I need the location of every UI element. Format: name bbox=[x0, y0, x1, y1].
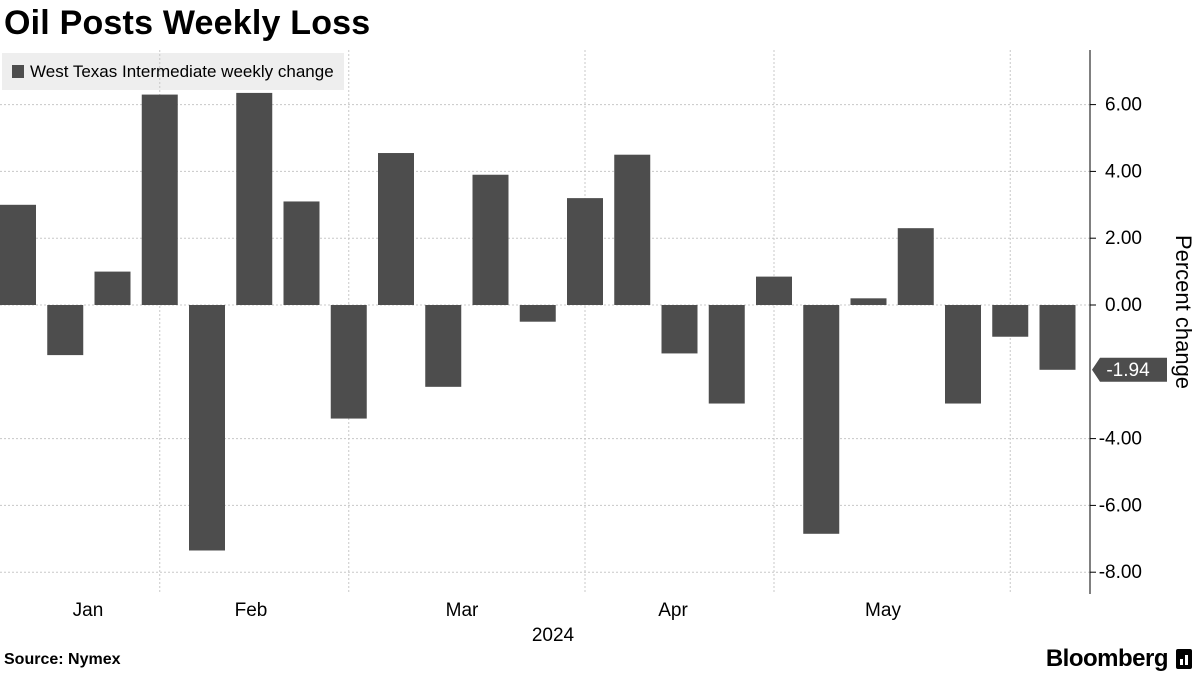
y-tick-label: -8.00 bbox=[1099, 562, 1142, 583]
brand-name: Bloomberg bbox=[1045, 645, 1169, 672]
bar bbox=[283, 201, 320, 305]
bar bbox=[661, 305, 698, 354]
bar bbox=[0, 204, 36, 305]
x-tick-label: Jan bbox=[73, 600, 104, 621]
y-tick-label: -4.00 bbox=[1099, 429, 1142, 450]
x-tick-label: Mar bbox=[446, 600, 479, 621]
bar bbox=[47, 305, 84, 356]
bar bbox=[94, 271, 131, 305]
bar bbox=[850, 298, 887, 305]
legend-swatch bbox=[12, 65, 24, 78]
bloomberg-logo-icon bbox=[1176, 649, 1192, 669]
bar bbox=[330, 305, 367, 419]
bar bbox=[425, 305, 462, 387]
bar bbox=[708, 305, 745, 404]
chart-title: Oil Posts Weekly Loss bbox=[4, 4, 371, 42]
last-value-callout bbox=[1092, 357, 1167, 382]
x-year-label: 2024 bbox=[532, 625, 575, 646]
bar bbox=[236, 92, 273, 305]
bar bbox=[189, 305, 225, 551]
bar bbox=[992, 305, 1029, 337]
x-tick-label: Apr bbox=[658, 600, 688, 621]
y-tick-label: 6.00 bbox=[1105, 95, 1142, 116]
source-note: Source: Nymex bbox=[4, 651, 121, 668]
y-tick-label: 2.00 bbox=[1105, 228, 1142, 249]
bar bbox=[1039, 305, 1076, 370]
bar bbox=[756, 276, 792, 305]
y-axis-title: Percent change bbox=[1171, 235, 1196, 389]
legend: West Texas Intermediate weekly change bbox=[2, 53, 344, 90]
bar bbox=[141, 94, 178, 305]
y-tick-label: 4.00 bbox=[1105, 161, 1142, 182]
bar bbox=[945, 305, 981, 404]
bar bbox=[378, 153, 414, 305]
y-tick-label: 0.00 bbox=[1105, 295, 1142, 316]
legend-label: West Texas Intermediate weekly change bbox=[30, 61, 334, 81]
bar bbox=[519, 305, 556, 322]
x-tick-label: May bbox=[865, 600, 901, 621]
last-value-label: -1.94 bbox=[1106, 360, 1150, 381]
bloomberg-logo: Bloomberg bbox=[1046, 645, 1192, 673]
y-tick-label: -6.00 bbox=[1099, 495, 1142, 516]
x-tick-label: Feb bbox=[235, 600, 268, 621]
bar bbox=[614, 154, 651, 305]
bar bbox=[472, 174, 509, 305]
bar bbox=[567, 198, 603, 305]
bar bbox=[897, 228, 934, 305]
bar bbox=[803, 305, 840, 534]
